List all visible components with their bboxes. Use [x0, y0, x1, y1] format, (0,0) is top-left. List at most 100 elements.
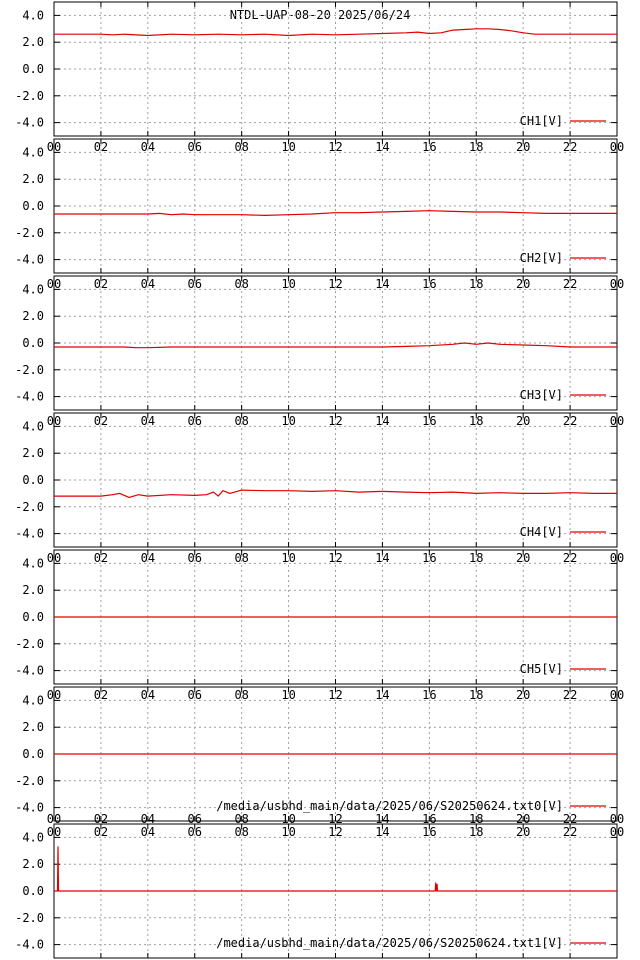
x-tick-label: 12	[328, 812, 342, 826]
x-tick-label: 14	[375, 140, 389, 154]
x-tick-label: 04	[141, 812, 155, 826]
x-tick-label: 10	[281, 414, 295, 428]
legend-label: CH5[V]	[520, 662, 563, 676]
panel-2: 4.02.00.0-2.0-4.000 02 04 06 08 10 12 14 16 18 20 2…	[15, 138, 624, 291]
x-tick-label: 04	[141, 277, 155, 291]
panel-3: 4.02.00.0-2.0-4.000 02 04 06 08 10 12 14 16 18 20 2…	[15, 275, 624, 428]
y-tick-label: 0.0	[22, 199, 44, 213]
x-tick-label: 20	[516, 812, 530, 826]
x-tick-label: 10	[281, 688, 295, 702]
x-tick-label: 18	[469, 277, 483, 291]
legend-label: CH4[V]	[520, 525, 563, 539]
x-tick-label: 16	[422, 812, 436, 826]
x-tick-label: 12	[328, 277, 342, 291]
panel-5: 4.02.00.0-2.0-4.000 02 04 06 08 10 12 14 16 18 20 2…	[15, 549, 624, 702]
y-tick-label: -2.0	[15, 774, 44, 788]
x-tick-label: 14	[375, 688, 389, 702]
x-tick-label: 22	[563, 277, 577, 291]
x-tick-label: 16	[422, 277, 436, 291]
x-tick-label: 20	[516, 277, 530, 291]
x-tick-label: 16	[422, 414, 436, 428]
x-tick-label: 06	[188, 825, 202, 839]
x-tick-label: 16	[422, 688, 436, 702]
x-tick-label: 22	[563, 825, 577, 839]
x-tick-label: 22	[563, 140, 577, 154]
series-line	[54, 846, 617, 892]
y-tick-label: 0.0	[22, 336, 44, 350]
x-tick-label: 10	[281, 277, 295, 291]
x-tick-label: 08	[234, 688, 248, 702]
y-tick-label: -4.0	[15, 938, 44, 952]
x-tick-label: 00	[47, 812, 61, 826]
x-tick-label: 10	[281, 140, 295, 154]
x-tick-label: 14	[375, 277, 389, 291]
x-tick-label: 18	[469, 140, 483, 154]
y-tick-label: -2.0	[15, 911, 44, 925]
y-tick-label: 4.0	[22, 556, 44, 570]
y-tick-label: -2.0	[15, 89, 44, 103]
y-tick-label: -2.0	[15, 637, 44, 651]
y-tick-label: -2.0	[15, 363, 44, 377]
y-tick-label: 2.0	[22, 446, 44, 460]
x-tick-label: 08	[234, 414, 248, 428]
x-tick-label: 20	[516, 140, 530, 154]
y-tick-label: 4.0	[22, 830, 44, 844]
y-tick-label: -4.0	[15, 527, 44, 541]
x-tick-label: 18	[469, 812, 483, 826]
y-tick-label: -4.0	[15, 253, 44, 267]
x-tick-label: 06	[188, 812, 202, 826]
legend-label: /media/usbhd_main/data/2025/06/S20250624…	[216, 936, 563, 950]
x-tick-label: 06	[188, 688, 202, 702]
x-tick-label: 10	[281, 812, 295, 826]
series-line	[54, 28, 617, 37]
x-tick-label: 16	[422, 551, 436, 565]
legend-label: CH1[V]	[520, 114, 563, 128]
y-tick-label: 4.0	[22, 693, 44, 707]
y-tick-label: 2.0	[22, 720, 44, 734]
y-tick-label: -4.0	[15, 390, 44, 404]
x-tick-label: 14	[375, 551, 389, 565]
y-tick-label: 0.0	[22, 884, 44, 898]
x-tick-label: 22	[563, 812, 577, 826]
x-tick-label: 14	[375, 812, 389, 826]
x-tick-label: 22	[563, 414, 577, 428]
y-tick-label: 2.0	[22, 309, 44, 323]
x-tick-label: 08	[234, 825, 248, 839]
x-tick-label: 04	[141, 414, 155, 428]
y-tick-label: 4.0	[22, 8, 44, 22]
x-tick-label: 02	[94, 277, 108, 291]
series-line	[54, 489, 617, 498]
series-line	[54, 210, 617, 216]
x-tick-label: 12	[328, 551, 342, 565]
x-tick-label: 14	[375, 825, 389, 839]
x-tick-label: 12	[328, 825, 342, 839]
x-tick-label: 02	[94, 812, 108, 826]
x-tick-label: 04	[141, 688, 155, 702]
y-tick-label: 4.0	[22, 282, 44, 296]
x-tick-label: 06	[188, 277, 202, 291]
x-tick-label: 02	[94, 140, 108, 154]
x-tick-label: 02	[94, 688, 108, 702]
x-tick-label: 08	[234, 277, 248, 291]
y-tick-label: -2.0	[15, 226, 44, 240]
x-tick-label: 14	[375, 414, 389, 428]
y-tick-label: 2.0	[22, 583, 44, 597]
legend-label: CH3[V]	[520, 388, 563, 402]
x-tick-label: 06	[188, 551, 202, 565]
x-tick-label: 16	[422, 825, 436, 839]
x-tick-label: 08	[234, 551, 248, 565]
panel-7: 4.02.00.0-2.0-4.000 02 04 06 08 10 12 14 16 18 20 2…	[15, 812, 624, 959]
chart-panels: 4.0 2.0 0.0 -2.0 -4.0 00 02 04 06 08 10 12 14 16 18 20 2…	[15, 1, 624, 959]
x-tick-label: 10	[281, 551, 295, 565]
series-line	[54, 342, 617, 349]
x-tick-label: 22	[563, 551, 577, 565]
x-tick-label: 08	[234, 140, 248, 154]
x-tick-label: 02	[94, 414, 108, 428]
panel-1: 4.02.00.0-2.0-4.000 02 04 06 08 10 12 14 16 18 20 2…	[15, 1, 624, 154]
legend-label: /media/usbhd_main/data/2025/06/S20250624…	[216, 799, 563, 813]
x-tick-label: 08	[234, 812, 248, 826]
x-tick-label: 20	[516, 551, 530, 565]
x-tick-label: 16	[422, 140, 436, 154]
x-tick-label: 06	[188, 140, 202, 154]
